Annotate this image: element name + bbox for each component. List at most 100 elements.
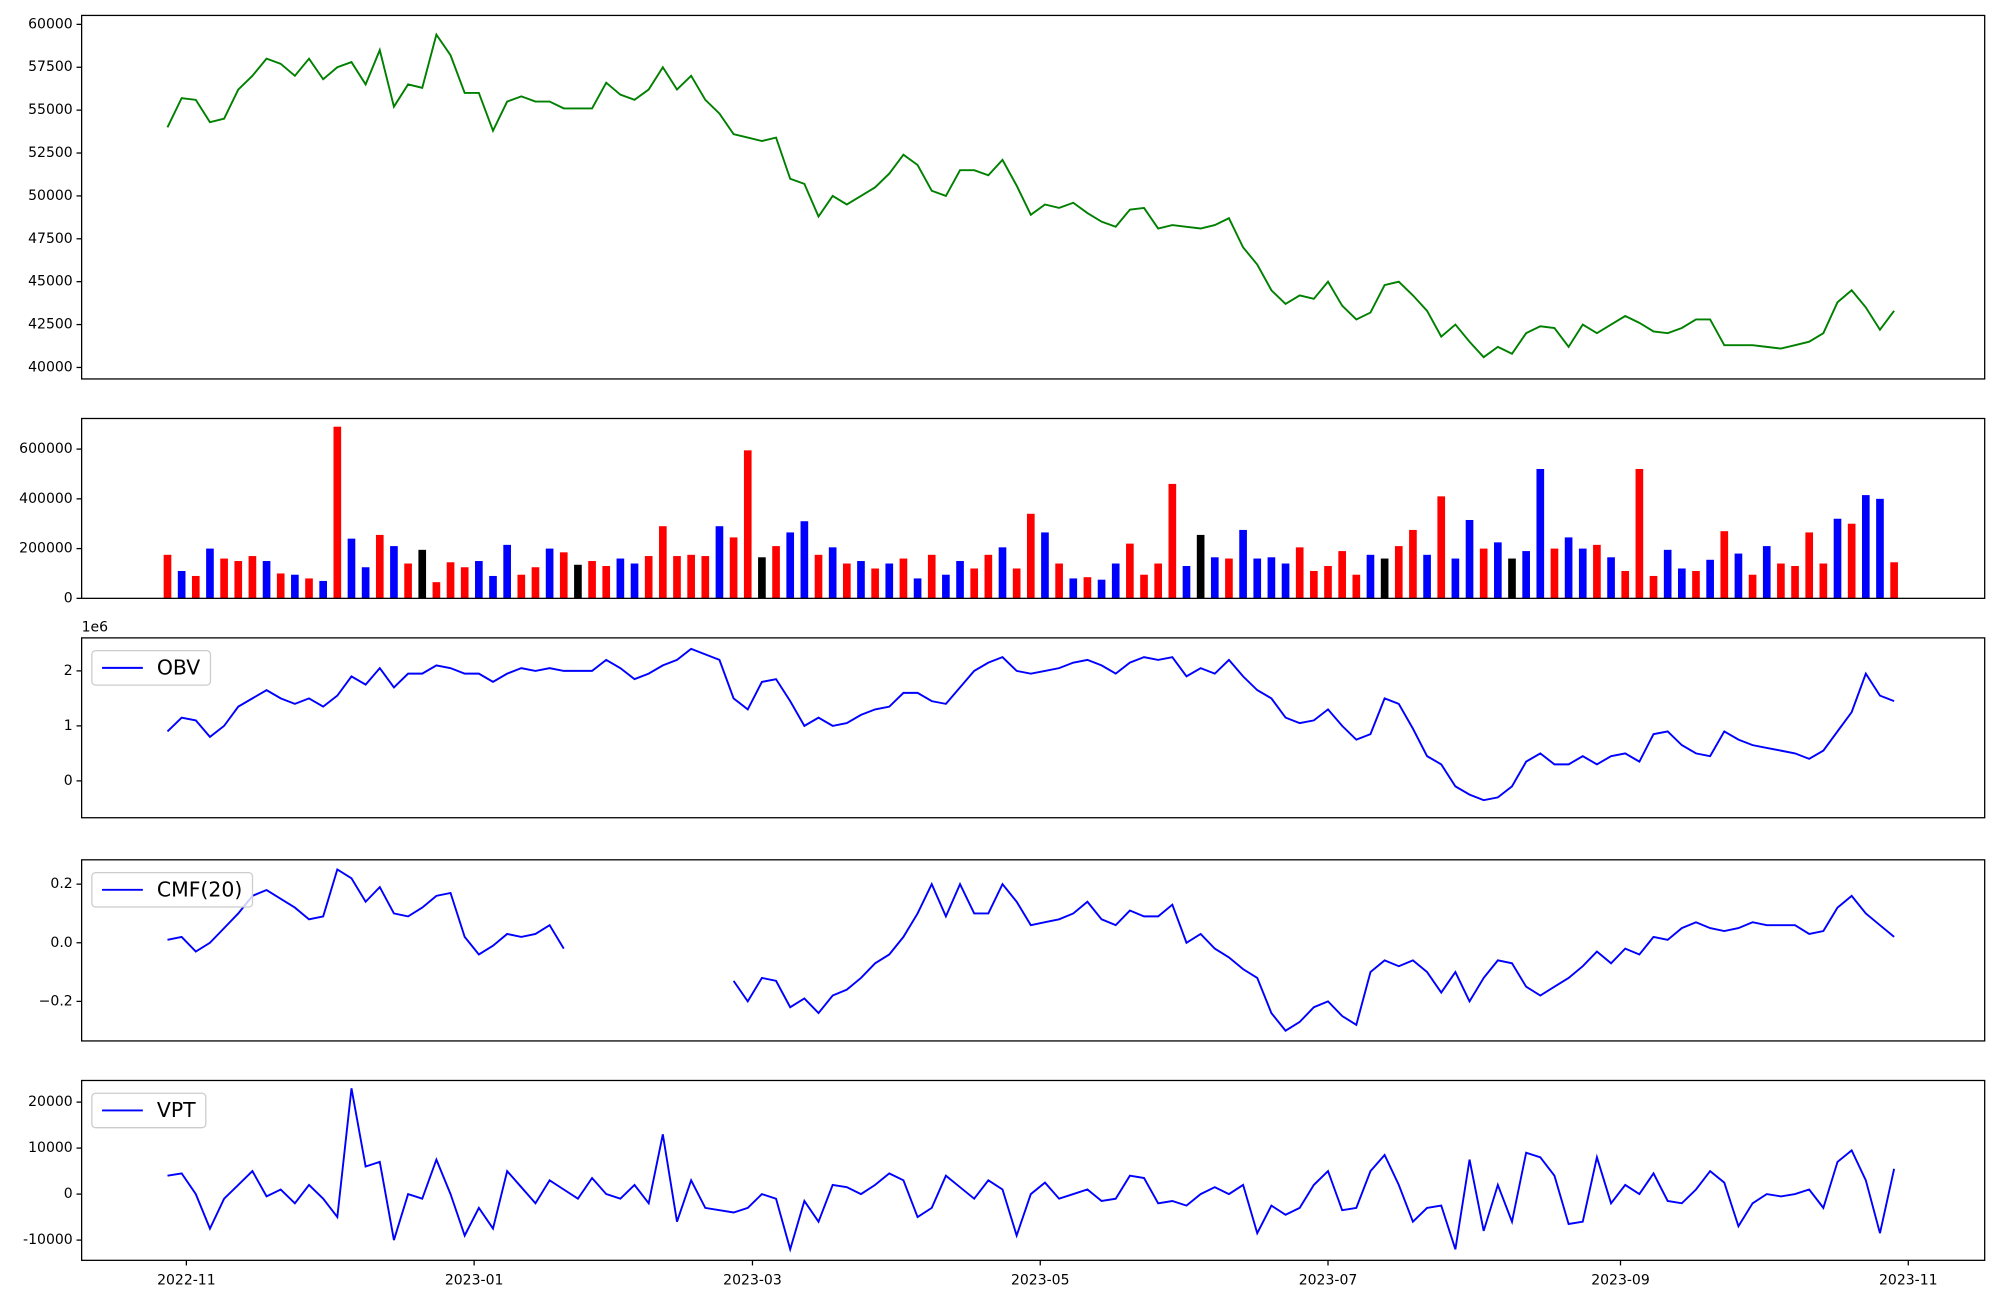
bar	[1069, 578, 1078, 599]
bar	[262, 561, 271, 599]
bar	[687, 554, 695, 599]
bar	[1225, 558, 1233, 599]
bar	[1847, 523, 1856, 599]
bar	[1451, 558, 1460, 599]
axes-frame	[80, 1079, 1986, 1261]
bar	[305, 578, 313, 599]
bar	[1635, 468, 1644, 599]
bar	[772, 546, 780, 599]
bar	[489, 575, 497, 599]
x-tick-label: 2023-11	[1879, 1273, 1938, 1289]
bar	[1409, 529, 1417, 599]
bar	[1140, 574, 1148, 599]
bar	[517, 574, 526, 599]
y-tick-label: 47500	[28, 231, 73, 247]
y-tick-label: 400000	[19, 491, 73, 507]
bar	[814, 554, 823, 599]
bar	[616, 558, 625, 599]
series-line	[166, 647, 1895, 802]
series-line	[167, 1088, 1896, 1253]
y-tick-label: 20000	[28, 1094, 73, 1110]
bar	[786, 532, 795, 599]
axes-frame	[80, 14, 1986, 380]
bar	[1777, 563, 1785, 599]
y-tick-label: 0.0	[50, 935, 72, 951]
bar	[1026, 513, 1035, 599]
y-tick-label: 60000	[28, 16, 73, 32]
bar	[1762, 546, 1771, 599]
bar	[1564, 537, 1573, 599]
bar	[1578, 548, 1587, 599]
bar	[1536, 468, 1545, 599]
bar	[1607, 557, 1615, 599]
series-line	[167, 868, 1895, 1032]
bar	[1678, 568, 1686, 599]
bar	[475, 561, 483, 599]
y-tick-label: 0	[64, 773, 73, 789]
bar	[1041, 532, 1049, 599]
bar	[1097, 579, 1106, 599]
bar	[998, 547, 1007, 599]
panel: 0 1 2 1e6 OBV	[64, 620, 1986, 819]
bar	[404, 563, 412, 599]
axes-frame	[80, 859, 1986, 1042]
bar	[1281, 563, 1290, 599]
y-tick-label: 0	[64, 590, 73, 606]
bar	[1366, 554, 1375, 599]
bar	[1253, 558, 1262, 599]
bar	[1890, 562, 1898, 599]
bar	[1338, 551, 1346, 599]
bar	[1423, 554, 1431, 599]
legend-box	[91, 650, 212, 686]
bar	[1267, 557, 1276, 599]
y-tick-label: 0	[64, 1186, 73, 1202]
bar	[1394, 546, 1403, 599]
bar	[673, 556, 681, 599]
bar	[1111, 563, 1120, 599]
bar	[1494, 542, 1502, 599]
panel: 0 200000 400000 600000	[19, 417, 1986, 606]
bar	[1239, 529, 1247, 599]
legend-box	[91, 1092, 207, 1129]
bar	[1791, 566, 1799, 599]
x-tick-label: 2022-11	[157, 1273, 216, 1289]
bar	[545, 548, 554, 599]
bar	[715, 526, 724, 599]
bar	[1126, 543, 1134, 599]
bar	[206, 548, 214, 599]
bar	[729, 537, 738, 599]
y-tick-label: −0.2	[39, 993, 73, 1009]
bar	[1168, 483, 1177, 599]
y-tick-label: 1	[64, 718, 73, 734]
bar	[276, 573, 285, 599]
bar	[1310, 570, 1318, 599]
bar	[418, 549, 427, 599]
y-tick-label: 57500	[28, 59, 73, 75]
bar	[659, 526, 667, 599]
y-tick-label: 42500	[28, 317, 73, 333]
bar	[531, 567, 540, 599]
bar	[1522, 551, 1530, 599]
bar	[390, 546, 398, 599]
bar	[1196, 534, 1205, 599]
bar	[956, 561, 964, 599]
legend-label: CMF(20)	[157, 877, 242, 901]
bar	[842, 563, 851, 599]
bar	[800, 521, 809, 599]
bar	[1706, 559, 1714, 599]
bar	[559, 552, 568, 599]
x-tick-label: 2023-03	[723, 1273, 782, 1289]
bar	[191, 575, 200, 599]
x-tick-label: 2023-09	[1591, 1273, 1650, 1289]
bar	[220, 558, 228, 599]
bar	[970, 568, 979, 599]
y-tick-label: -10000	[23, 1232, 73, 1248]
bar	[1380, 558, 1389, 599]
panel: -10000 0 10000 20000 2022-11 2023-01 2023-03 20…	[23, 1079, 1986, 1289]
bar	[446, 562, 455, 599]
bar	[248, 556, 257, 599]
panel: −0.2 0.0 0.2 CMF(20)	[39, 859, 1986, 1042]
bar	[1833, 518, 1842, 599]
